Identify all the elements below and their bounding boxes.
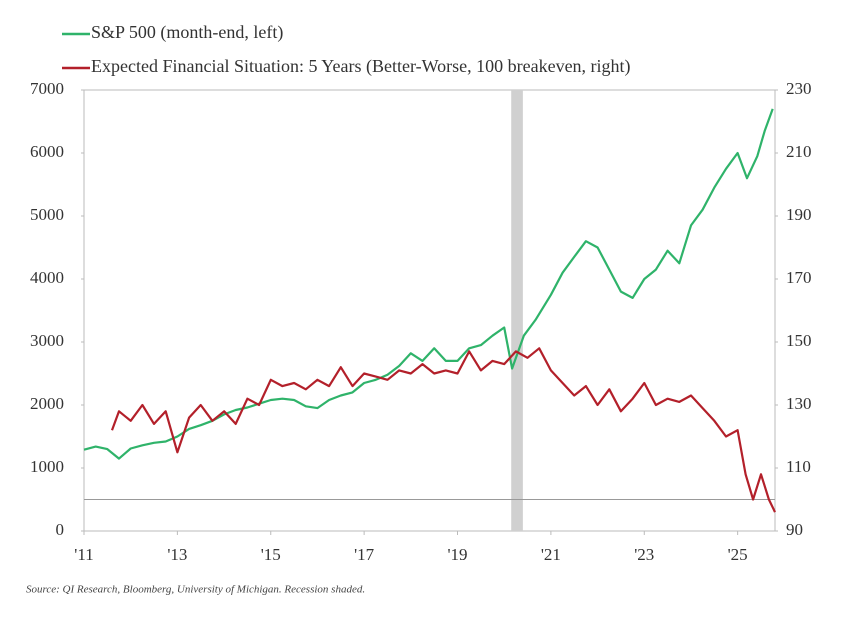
y2-tick-label: 170 bbox=[786, 268, 812, 287]
plot-frame bbox=[83, 89, 776, 532]
x-tick-label: '17 bbox=[354, 545, 375, 564]
source-note: Source: QI Research, Bloomberg, Universi… bbox=[26, 584, 365, 596]
series-line bbox=[83, 108, 774, 460]
y-tick-label: 2000 bbox=[30, 394, 64, 413]
y2-tick-label: 230 bbox=[786, 79, 812, 98]
y-tick-label: 7000 bbox=[30, 79, 64, 98]
y2-tick-label: 190 bbox=[786, 205, 812, 224]
y-tick-label: 5000 bbox=[30, 205, 64, 224]
y2-tick-label: 110 bbox=[786, 457, 811, 476]
x-tick-label: '21 bbox=[541, 545, 561, 564]
legend-label: Expected Financial Situation: 5 Years (B… bbox=[91, 56, 631, 77]
x-tick-label: '13 bbox=[167, 545, 187, 564]
x-tick-label: '25 bbox=[728, 545, 748, 564]
y-tick-label: 4000 bbox=[30, 268, 64, 287]
y2-tick-label: 90 bbox=[786, 520, 803, 539]
y2-tick-label: 130 bbox=[786, 394, 812, 413]
legend-label: S&P 500 (month-end, left) bbox=[91, 22, 283, 43]
y-tick-label: 3000 bbox=[30, 331, 64, 350]
series-line bbox=[110, 347, 776, 513]
y-tick-label: 0 bbox=[56, 520, 65, 539]
recession-shade bbox=[511, 90, 523, 531]
x-tick-label: '11 bbox=[74, 545, 93, 564]
y-tick-label: 1000 bbox=[30, 457, 64, 476]
x-tick-label: '15 bbox=[261, 545, 281, 564]
y2-tick-label: 150 bbox=[786, 331, 812, 350]
y2-tick-label: 210 bbox=[786, 142, 812, 161]
y-tick-label: 6000 bbox=[30, 142, 64, 161]
x-tick-label: '19 bbox=[447, 545, 467, 564]
x-tick-label: '23 bbox=[634, 545, 654, 564]
